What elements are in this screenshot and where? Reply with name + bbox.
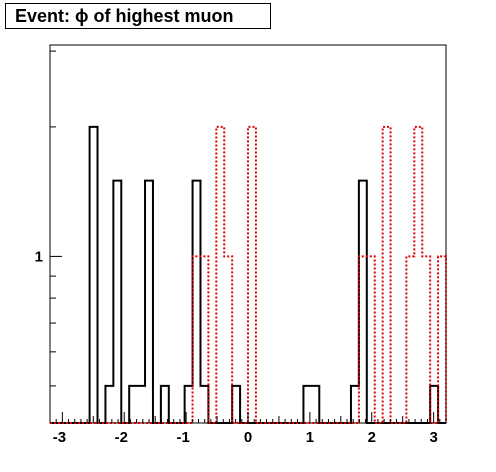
axis-layer: -3 -2 -1 0 1 2 3 1	[35, 50, 447, 446]
series-layer	[50, 125, 447, 424]
x-tick-label: -3	[53, 429, 66, 446]
x-tick-label: 3	[429, 429, 437, 446]
x-tick-label: -1	[176, 429, 189, 446]
x-tick-label: 1	[306, 429, 314, 446]
histogram-series-2	[50, 125, 447, 424]
y-tick-label: 1	[35, 248, 43, 265]
x-tick-label: 0	[244, 429, 252, 446]
chart-title: Event: ϕ of highest muon	[5, 3, 271, 29]
histogram-series-1	[50, 125, 446, 424]
x-tick-label: 2	[368, 429, 376, 446]
x-tick-label: -2	[115, 429, 128, 446]
